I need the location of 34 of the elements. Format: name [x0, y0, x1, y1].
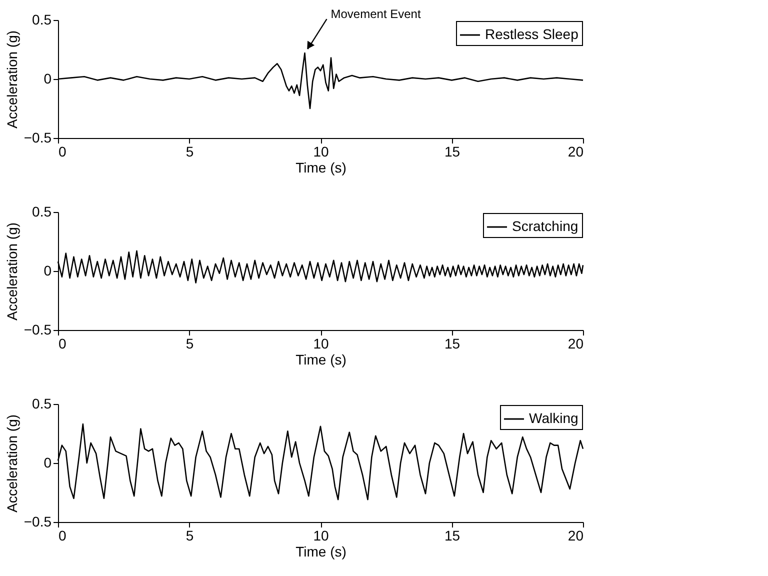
legend-label: Restless Sleep: [485, 26, 579, 42]
x-axis-title: Time (s): [296, 544, 346, 560]
y-tick-label: 0.5: [32, 396, 52, 412]
x-tick-label: 15: [444, 336, 460, 352]
x-tick-label: 0: [58, 336, 66, 352]
y-axis-title: Acceleration (g): [4, 222, 20, 321]
y-tick-label: −0.5: [24, 322, 52, 338]
x-tick-label: 5: [186, 528, 194, 544]
y-tick-label: −0.5: [24, 130, 52, 146]
y-axis-title: Acceleration (g): [4, 414, 20, 513]
x-tick-label: 20: [568, 336, 584, 352]
y-axis-title: Acceleration (g): [4, 30, 20, 129]
y-tick-label: 0: [44, 262, 52, 278]
x-tick-label: 20: [568, 144, 584, 160]
x-tick-label: 15: [444, 528, 460, 544]
y-tick-label: −0.5: [24, 514, 52, 530]
y-tick-label: 0.5: [32, 12, 52, 28]
y-tick-label: 0.5: [32, 204, 52, 220]
y-tick-label: 0: [44, 70, 52, 86]
x-tick-label: 10: [313, 336, 329, 352]
x-tick-label: 20: [568, 528, 584, 544]
x-tick-label: 15: [444, 144, 460, 160]
x-tick-label: 0: [58, 528, 66, 544]
x-tick-label: 5: [186, 336, 194, 352]
x-axis-title: Time (s): [296, 352, 346, 368]
x-tick-label: 10: [313, 144, 329, 160]
x-tick-label: 0: [58, 144, 66, 160]
x-tick-label: 5: [186, 144, 194, 160]
annotation: Movement Event: [330, 7, 422, 22]
x-axis-title: Time (s): [296, 160, 346, 176]
x-tick-label: 10: [313, 528, 329, 544]
y-tick-label: 0: [44, 454, 52, 470]
legend-label: Walking: [529, 410, 578, 426]
legend-label: Scratching: [512, 218, 578, 234]
